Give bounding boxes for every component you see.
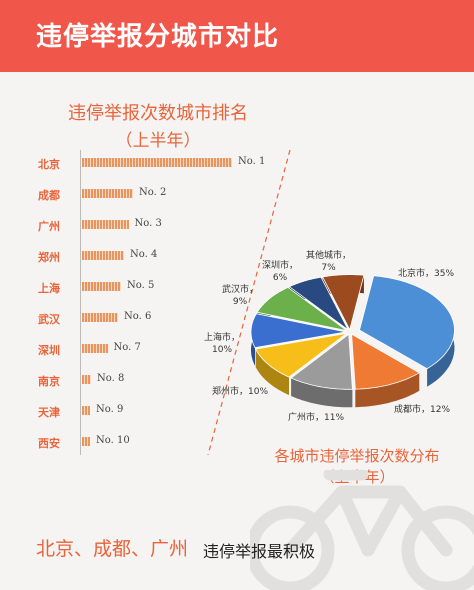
pie-data-label: 深圳市， 6% bbox=[262, 260, 298, 284]
pie-title: 各城市违停举报次数分布 bbox=[274, 447, 440, 465]
pie-slice bbox=[288, 276, 349, 331]
pie-slice-percent: 35% bbox=[434, 269, 455, 279]
pie-data-label: 武汉市， 9% bbox=[222, 284, 258, 308]
ranking-rank-label: No. 1 bbox=[238, 156, 266, 167]
ranking-axis bbox=[80, 150, 81, 455]
ranking-bar bbox=[82, 437, 90, 446]
pie-slice-name: 上海市， bbox=[204, 333, 241, 343]
pie-slice-percent: 10% bbox=[212, 345, 233, 355]
pie-slice-percent: 6% bbox=[272, 273, 288, 283]
pie-slice-side bbox=[291, 378, 353, 408]
pie-slice-percent: 9% bbox=[232, 297, 248, 307]
pie-slice-name: 成都市， bbox=[394, 405, 431, 415]
pie-slice bbox=[359, 275, 455, 370]
pie-data-label: 广州市，11% bbox=[288, 412, 344, 424]
pie-slice-name: 武汉市， bbox=[222, 285, 259, 295]
pie-slice-percent: 10% bbox=[248, 387, 269, 397]
pie-slice-percent: 7% bbox=[321, 263, 336, 273]
pie-data-label: 北京市，35% bbox=[398, 268, 454, 280]
ranking-city-label: 南京 bbox=[38, 375, 60, 388]
pie-data-label: 其他城市， 7% bbox=[306, 250, 351, 274]
pie-slice-percent: 11% bbox=[324, 413, 345, 423]
pie-slice bbox=[255, 332, 347, 378]
ranking-city-label: 西安 bbox=[38, 437, 60, 450]
ranking-rank-label: No. 2 bbox=[139, 187, 167, 198]
ranking-rank-label: No. 9 bbox=[96, 404, 124, 415]
ranking-rank-label: No. 4 bbox=[130, 249, 158, 260]
footer-text: 违停举报最积极 bbox=[203, 542, 316, 561]
pie-slice-name: 广州市， bbox=[288, 413, 325, 423]
pie-slice-name: 其他城市， bbox=[306, 251, 352, 261]
pie-data-label: 上海市， 10% bbox=[204, 332, 240, 356]
ranking-city-label: 广州 bbox=[38, 220, 60, 233]
ranking-title: 违停举报次数城市排名 bbox=[68, 103, 248, 124]
header-banner: 违停举报分城市对比 bbox=[0, 0, 474, 72]
ranking-bar bbox=[82, 251, 124, 260]
ranking-bar bbox=[82, 375, 91, 384]
ranking-bar bbox=[82, 313, 118, 322]
ranking-city-label: 深圳 bbox=[38, 344, 60, 357]
ranking-subtitle: （上半年） bbox=[115, 131, 201, 151]
ranking-city-label: 武汉 bbox=[38, 313, 60, 326]
ranking-city-label: 天津 bbox=[38, 406, 60, 419]
ranking-city-label: 郑州 bbox=[38, 251, 60, 264]
bicycle-watermark-icon bbox=[250, 470, 474, 590]
pie-slice-percent: 12% bbox=[430, 405, 451, 415]
pie-slice-name: 深圳市， bbox=[262, 261, 299, 271]
pie-slice-name: 郑州市， bbox=[212, 387, 249, 397]
ranking-bar bbox=[82, 406, 90, 415]
pie-slice bbox=[351, 333, 421, 390]
ranking-city-label: 北京 bbox=[38, 158, 60, 171]
ranking-rank-label: No. 3 bbox=[134, 218, 162, 229]
ranking-bar bbox=[82, 158, 232, 167]
ranking-bar bbox=[82, 344, 108, 353]
pie-slice bbox=[321, 274, 365, 331]
ranking-rank-label: No. 7 bbox=[113, 342, 141, 353]
ranking-city-label: 上海 bbox=[38, 282, 60, 295]
ranking-rank-label: No. 10 bbox=[96, 435, 130, 446]
ranking-rank-label: No. 6 bbox=[124, 311, 152, 322]
pie-data-label: 郑州市，10% bbox=[212, 386, 268, 398]
page-title: 违停举报分城市对比 bbox=[36, 22, 280, 52]
ranking-city-label: 成都 bbox=[38, 189, 60, 202]
pie-slice-name: 北京市， bbox=[398, 269, 435, 279]
ranking-bar bbox=[82, 282, 121, 291]
ranking-rank-label: No. 8 bbox=[97, 373, 125, 384]
pie-data-label: 成都市，12% bbox=[394, 404, 450, 416]
pie-slice bbox=[290, 333, 353, 390]
pie-slice bbox=[256, 286, 347, 331]
ranking-bar bbox=[82, 189, 133, 198]
pie-slice-side bbox=[355, 372, 420, 408]
ranking-bar bbox=[82, 220, 129, 229]
footer-highlight: 北京、成都、广州 bbox=[36, 538, 189, 560]
ranking-rank-label: No. 5 bbox=[127, 280, 155, 291]
pie-slice bbox=[250, 313, 347, 349]
